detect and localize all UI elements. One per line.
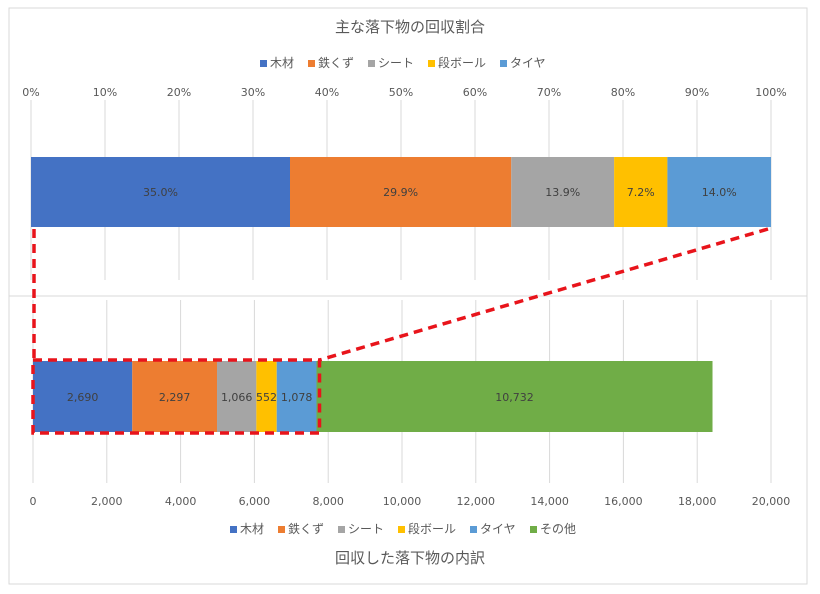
- zoom-connector: [31, 227, 769, 435]
- top-legend-swatch: [308, 60, 315, 67]
- bottom-legend-swatch: [278, 526, 285, 533]
- top-x-tick-label: 90%: [685, 86, 709, 99]
- top-bar-data-label: 14.0%: [702, 186, 737, 199]
- top-x-tick-label: 40%: [315, 86, 339, 99]
- top-bar-segment-series-3: [614, 157, 668, 227]
- bottom-x-tick-label: 20,000: [752, 495, 791, 508]
- top-legend-swatch: [428, 60, 435, 67]
- bottom-legend-label: 鉄くず: [288, 521, 324, 536]
- bottom-x-tick-label: 8,000: [312, 495, 344, 508]
- bottom-bar-data-label: 552: [256, 391, 277, 404]
- top-bar-data-label: 35.0%: [143, 186, 178, 199]
- bottom-legend-swatch: [530, 526, 537, 533]
- bottom-legend-label: タイヤ: [480, 522, 516, 536]
- top-x-tick-label: 50%: [389, 86, 413, 99]
- bottom-bar-segment-series-0: [33, 361, 133, 432]
- top-legend-swatch: [368, 60, 375, 67]
- bottom-legend-swatch: [470, 526, 477, 533]
- top-x-tick-label: 80%: [611, 86, 635, 99]
- top-x-tick-label: 100%: [755, 86, 786, 99]
- top-legend-label: シート: [378, 56, 414, 70]
- top-legend-label: タイヤ: [510, 56, 546, 70]
- bottom-x-tick-label: 18,000: [678, 495, 717, 508]
- bottom-chart-frame: [8, 295, 808, 585]
- top-legend-swatch: [500, 60, 507, 67]
- bottom-x-tick-label: 16,000: [604, 495, 643, 508]
- top-bar-segment-series-4: [667, 157, 771, 227]
- bottom-bar-segment-series-2: [217, 361, 257, 432]
- bottom-bar-data-label: 1,066: [221, 391, 253, 404]
- bottom-bar-data-label: 2,690: [67, 391, 99, 404]
- top-chart-title: 主な落下物の回収割合: [335, 18, 485, 36]
- bottom-x-tick-label: 4,000: [165, 495, 197, 508]
- top-x-tick-label: 60%: [463, 86, 487, 99]
- top-chart-x-tick-labels: 0% 10% 20% 30% 40% 50% 60% 70% 80% 90% 100%: [22, 86, 786, 99]
- bottom-bar-segment-series-3: [256, 361, 277, 432]
- top-bar-data-label: 7.2%: [627, 186, 655, 199]
- top-chart-bars: 35.0% 29.9% 13.9% 7.2% 14.0%: [31, 157, 771, 227]
- bottom-bar-data-label: 1,078: [281, 391, 313, 404]
- top-x-tick-label: 10%: [93, 86, 117, 99]
- top-legend-swatch: [260, 60, 267, 67]
- bottom-x-tick-label: 14,000: [530, 495, 569, 508]
- bottom-x-tick-label: 6,000: [239, 495, 271, 508]
- bottom-legend-label: 段ボール: [408, 521, 456, 536]
- bottom-bar-segment-series-1: [132, 361, 218, 432]
- bottom-x-tick-label: 2,000: [91, 495, 123, 508]
- bottom-chart-bars: 2,690 2,297 1,066 552 1,078 10,732: [33, 361, 713, 432]
- top-legend-label: 鉄くず: [318, 55, 354, 70]
- bottom-bar-data-label: 10,732: [495, 391, 534, 404]
- top-legend-label: 木材: [270, 56, 294, 70]
- bottom-bar-segment-series-4: [276, 361, 317, 432]
- bottom-bar-segment-series-5: [316, 361, 713, 432]
- bottom-chart-x-tick-labels: 0 2,000 4,000 6,000 8,000 10,000 12,000 14,000 1…: [30, 495, 791, 508]
- top-bar-data-label: 29.9%: [383, 186, 418, 199]
- connector-line-right: [319, 227, 769, 362]
- top-x-tick-label: 20%: [167, 86, 191, 99]
- bottom-x-tick-label: 10,000: [383, 495, 422, 508]
- bottom-legend-label: その他: [540, 522, 576, 536]
- bottom-bar-data-label: 2,297: [159, 391, 191, 404]
- top-x-tick-label: 30%: [241, 86, 265, 99]
- bottom-chart-title: 回収した落下物の内訳: [335, 549, 485, 567]
- top-bar-segment-series-0: [31, 157, 290, 227]
- top-x-tick-label: 70%: [537, 86, 561, 99]
- bottom-x-tick-label: 0: [30, 495, 37, 508]
- bottom-legend-label: 木材: [240, 522, 264, 536]
- bottom-x-tick-label: 12,000: [457, 495, 496, 508]
- top-legend-label: 段ボール: [438, 55, 486, 70]
- bottom-legend-swatch: [230, 526, 237, 533]
- top-bar-segment-series-1: [290, 157, 512, 227]
- bottom-legend-label: シート: [348, 522, 384, 536]
- top-chart-frame: [8, 7, 808, 297]
- top-chart-legend: 木材 鉄くず シート 段ボール タイヤ: [260, 55, 546, 70]
- top-x-tick-label: 0%: [22, 86, 39, 99]
- bottom-legend-swatch: [338, 526, 345, 533]
- bottom-legend-swatch: [398, 526, 405, 533]
- bottom-chart-legend: 木材 鉄くず シート 段ボール タイヤ その他: [230, 521, 576, 536]
- top-bar-data-label: 13.9%: [545, 186, 580, 199]
- top-bar-segment-series-2: [511, 157, 615, 227]
- highlight-box: [31, 358, 322, 435]
